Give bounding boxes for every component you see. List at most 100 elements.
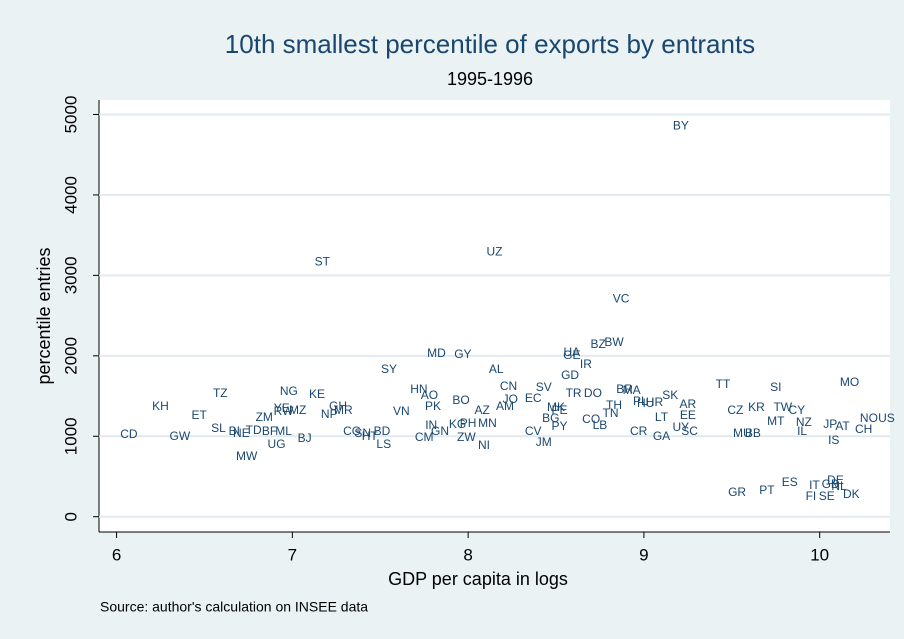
point-label: VN bbox=[393, 404, 410, 418]
point-label: JP bbox=[823, 417, 837, 431]
point-label: MK bbox=[547, 400, 565, 414]
point-label: PL bbox=[633, 394, 648, 408]
point-label: TZ bbox=[213, 386, 228, 400]
point-label: SK bbox=[662, 388, 678, 402]
point-label: GR bbox=[728, 485, 746, 499]
point-label: AO bbox=[421, 388, 438, 402]
point-label: ES bbox=[782, 475, 798, 489]
point-label: ZW bbox=[457, 430, 476, 444]
point-label: HU bbox=[637, 396, 654, 410]
point-label: JO bbox=[503, 392, 518, 406]
point-label: HT bbox=[362, 429, 379, 443]
point-label: MR bbox=[334, 403, 353, 417]
point-label: JM bbox=[536, 435, 552, 449]
point-label: BY bbox=[673, 119, 689, 133]
point-label: IR bbox=[580, 357, 592, 371]
point-label: CV bbox=[525, 424, 542, 438]
point-label: UG bbox=[268, 437, 286, 451]
point-label: NO bbox=[860, 411, 878, 425]
point-label: SL bbox=[211, 421, 226, 435]
point-label: MO bbox=[840, 375, 859, 389]
point-label: AT bbox=[835, 419, 850, 433]
chart-title: 10th smallest percentile of exports by e… bbox=[225, 29, 755, 59]
point-label: TR bbox=[566, 386, 582, 400]
point-label: HN bbox=[410, 382, 427, 396]
point-label: ET bbox=[192, 408, 208, 422]
point-label: AL bbox=[489, 362, 504, 376]
y-tick-label: 5000 bbox=[61, 96, 80, 134]
point-label: CH bbox=[855, 422, 872, 436]
y-tick-label: 1000 bbox=[61, 417, 80, 455]
point-label: UY bbox=[672, 420, 689, 434]
point-label: DK bbox=[843, 487, 860, 501]
x-tick-label: 10 bbox=[810, 545, 829, 564]
point-label: AZ bbox=[475, 403, 490, 417]
point-label: MZ bbox=[289, 403, 306, 417]
point-label: SV bbox=[536, 380, 552, 394]
point-label: GB bbox=[822, 477, 839, 491]
point-label: KG bbox=[449, 417, 466, 431]
y-tick-label: 2000 bbox=[61, 337, 80, 375]
point-label: MT bbox=[767, 414, 785, 428]
point-label: CG bbox=[343, 424, 361, 438]
point-label: ML bbox=[275, 424, 292, 438]
point-label: IS bbox=[828, 433, 839, 447]
point-label: SI bbox=[770, 380, 781, 394]
point-label: EE bbox=[680, 408, 696, 422]
point-label: NG bbox=[280, 384, 298, 398]
point-label: RW bbox=[274, 404, 294, 418]
point-label: SC bbox=[681, 424, 698, 438]
point-label: AM bbox=[496, 399, 514, 413]
point-label: SN bbox=[354, 426, 371, 440]
x-tick-label: 8 bbox=[463, 545, 472, 564]
point-label: LS bbox=[376, 437, 391, 451]
point-label: TW bbox=[773, 400, 792, 414]
point-label: SY bbox=[381, 362, 397, 376]
x-tick-label: 6 bbox=[112, 545, 121, 564]
point-label: HR bbox=[646, 395, 664, 409]
point-label: BD bbox=[374, 424, 391, 438]
point-label: PK bbox=[425, 399, 441, 413]
point-label: BI bbox=[229, 424, 240, 438]
point-label: CD bbox=[120, 427, 138, 441]
point-label: CM bbox=[415, 430, 434, 444]
source-note: Source: author's calculation on INSEE da… bbox=[100, 599, 368, 615]
point-label: GY bbox=[454, 347, 471, 361]
point-label: GH bbox=[329, 399, 347, 413]
point-label: TT bbox=[716, 377, 731, 391]
y-axis-title: percentile entries bbox=[34, 247, 54, 384]
point-label: GW bbox=[170, 429, 191, 443]
y-tick-label: 4000 bbox=[61, 176, 80, 214]
point-label: DO bbox=[584, 386, 602, 400]
point-label: BR bbox=[616, 382, 633, 396]
y-tick-label: 0 bbox=[61, 512, 80, 521]
point-label: GE bbox=[563, 348, 580, 362]
point-label: IT bbox=[809, 478, 820, 492]
point-label: LT bbox=[655, 410, 669, 424]
point-label: EC bbox=[525, 391, 542, 405]
point-label: NL bbox=[831, 479, 847, 493]
point-label: TD bbox=[246, 423, 262, 437]
x-tick-label: 7 bbox=[288, 545, 297, 564]
point-label: ST bbox=[315, 254, 331, 268]
plot-area bbox=[99, 100, 890, 532]
point-label: CO bbox=[582, 412, 600, 426]
point-label: CN bbox=[500, 379, 517, 393]
point-label: SE bbox=[819, 489, 835, 503]
point-label: NZ bbox=[796, 415, 812, 429]
point-label: FI bbox=[806, 489, 817, 503]
chart-subtitle: 1995-1996 bbox=[447, 69, 533, 89]
point-label: MW bbox=[236, 449, 258, 463]
x-axis-title: GDP per capita in logs bbox=[388, 569, 568, 589]
point-label: NP bbox=[321, 407, 338, 421]
point-label: TH bbox=[606, 398, 622, 412]
point-label: GA bbox=[653, 429, 670, 443]
x-tick-label: 9 bbox=[639, 545, 648, 564]
point-label: BJ bbox=[298, 431, 312, 445]
point-label: ZM bbox=[256, 410, 273, 424]
point-label: PT bbox=[759, 483, 775, 497]
point-label: UA bbox=[564, 345, 581, 359]
point-label: IL bbox=[797, 424, 807, 438]
point-label: CR bbox=[630, 424, 648, 438]
